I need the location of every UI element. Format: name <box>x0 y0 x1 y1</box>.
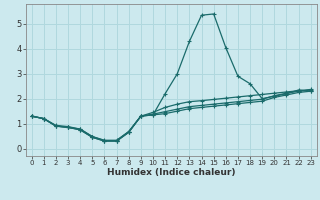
X-axis label: Humidex (Indice chaleur): Humidex (Indice chaleur) <box>107 168 236 177</box>
